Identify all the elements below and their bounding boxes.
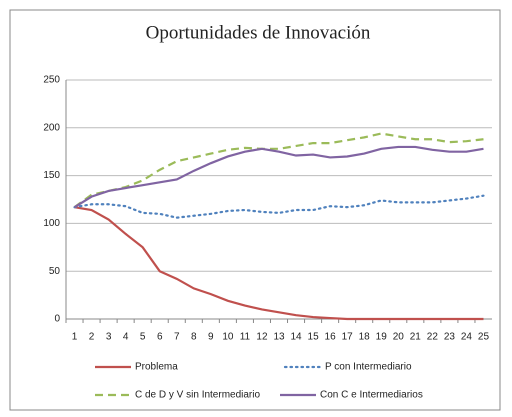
x-tick-label: 20 <box>393 332 405 343</box>
x-tick-label: 9 <box>208 332 214 343</box>
legend-label: Con C e Intermediarios <box>320 390 423 401</box>
x-tick-label: 16 <box>325 332 337 343</box>
x-tick-label: 18 <box>359 332 371 343</box>
x-tick-label: 5 <box>140 332 146 343</box>
x-tick-label: 6 <box>157 332 163 343</box>
x-tick-label: 12 <box>256 332 268 343</box>
y-tick-label: 250 <box>43 75 60 86</box>
x-tick-label: 24 <box>461 332 473 343</box>
x-tick-label: 10 <box>222 332 234 343</box>
y-tick-label: 0 <box>54 314 60 325</box>
x-tick-label: 22 <box>427 332 439 343</box>
x-tick-label: 7 <box>174 332 180 343</box>
x-tick-label: 23 <box>444 332 456 343</box>
chart-title: Oportunidades de Innovación <box>146 22 371 43</box>
x-tick-label: 4 <box>123 332 129 343</box>
legend-label: C de D y V sin Intermediario <box>135 390 260 401</box>
x-tick-label: 1 <box>72 332 78 343</box>
x-tick-label: 11 <box>240 332 251 343</box>
x-tick-label: 3 <box>106 332 112 343</box>
x-tick-label: 13 <box>273 332 285 343</box>
series-line <box>73 132 484 209</box>
x-tick-label: 25 <box>478 332 490 343</box>
x-tick-label: 17 <box>342 332 354 343</box>
legend-label: Problema <box>135 362 178 373</box>
y-tick-label: 200 <box>43 122 60 133</box>
x-tick-label: 2 <box>89 332 95 343</box>
x-tick-label: 19 <box>376 332 388 343</box>
legend-label: P con Intermediario <box>325 362 412 373</box>
x-tick-label: 21 <box>410 332 422 343</box>
y-tick-label: 150 <box>43 170 60 181</box>
x-tick-label: 8 <box>191 332 197 343</box>
series-line <box>73 145 484 209</box>
y-tick-label: 100 <box>43 218 60 229</box>
y-tick-label: 50 <box>49 266 61 277</box>
chart-frame <box>9 9 501 411</box>
x-tick-label: 14 <box>290 332 302 343</box>
series-line <box>74 206 484 321</box>
x-tick-label: 15 <box>308 332 320 343</box>
